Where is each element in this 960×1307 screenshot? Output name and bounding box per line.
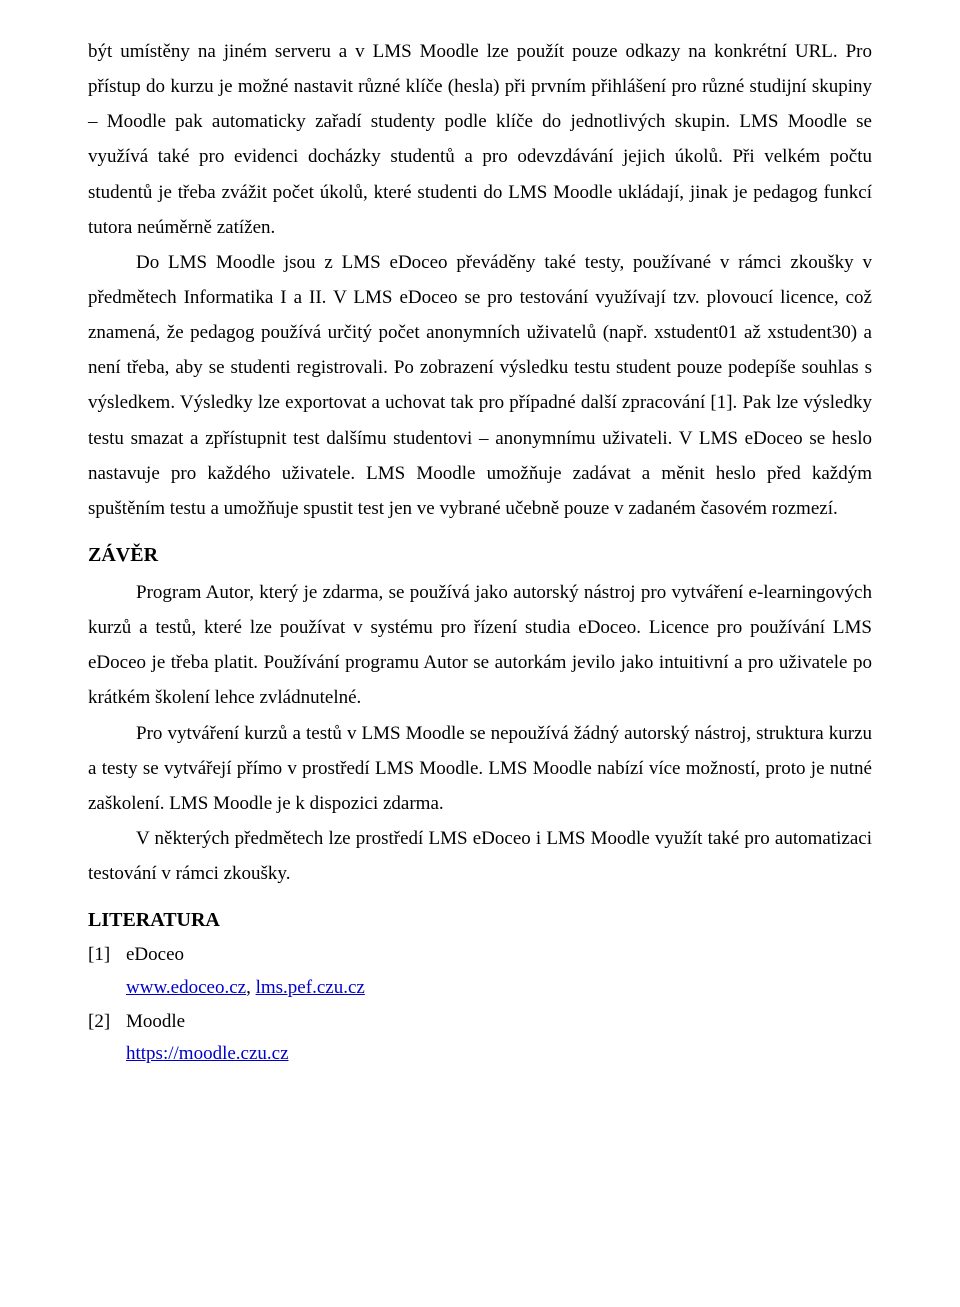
references-list: [1] eDoceo www.edoceo.cz, lms.pef.czu.cz… bbox=[88, 940, 872, 1070]
reference-label: Moodle bbox=[126, 1007, 872, 1037]
paragraph-2: Do LMS Moodle jsou z LMS eDoceo převáděn… bbox=[88, 245, 872, 526]
reference-links: https://moodle.czu.cz bbox=[126, 1039, 872, 1069]
reference-item: [1] eDoceo bbox=[88, 940, 872, 970]
paragraph-1: být umístěny na jiném serveru a v LMS Mo… bbox=[88, 34, 872, 245]
reference-item: [2] Moodle bbox=[88, 1007, 872, 1037]
document-page: být umístěny na jiném serveru a v LMS Mo… bbox=[0, 0, 960, 1307]
ref-link-edoceo-1[interactable]: www.edoceo.cz bbox=[126, 977, 246, 998]
reference-links: www.edoceo.cz, lms.pef.czu.cz bbox=[126, 973, 872, 1003]
paragraph-4: Pro vytváření kurzů a testů v LMS Moodle… bbox=[88, 716, 872, 821]
reference-label: eDoceo bbox=[126, 940, 872, 970]
ref-link-edoceo-2[interactable]: lms.pef.czu.cz bbox=[256, 977, 365, 998]
paragraph-5: V některých předmětech lze prostředí LMS… bbox=[88, 821, 872, 891]
paragraph-3: Program Autor, který je zdarma, se použí… bbox=[88, 575, 872, 716]
heading-zaver: ZÁVĚR bbox=[88, 544, 872, 567]
ref-link-moodle[interactable]: https://moodle.czu.cz bbox=[126, 1043, 289, 1064]
reference-number: [1] bbox=[88, 940, 126, 970]
heading-literatura: LITERATURA bbox=[88, 909, 872, 932]
reference-number: [2] bbox=[88, 1007, 126, 1037]
